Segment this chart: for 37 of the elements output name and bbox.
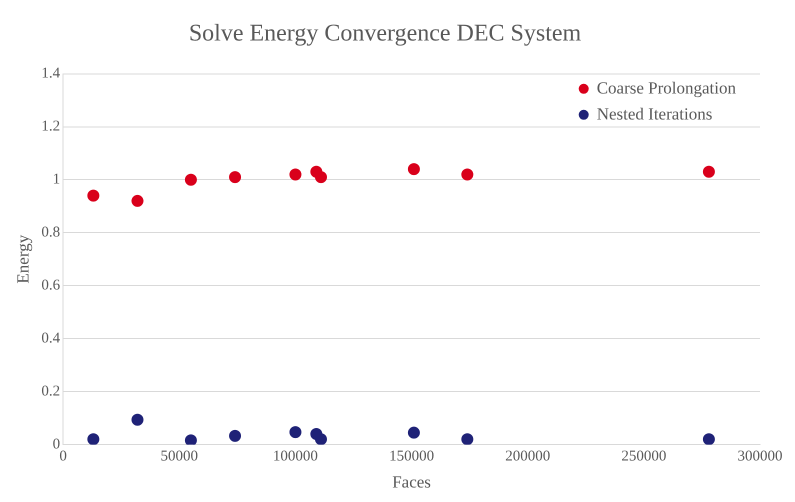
y-tick-label: 1.4 xyxy=(41,66,61,82)
point xyxy=(289,168,302,180)
y-tick-label: 1.2 xyxy=(41,118,60,135)
point xyxy=(184,434,197,445)
y-tick-label: 0.8 xyxy=(41,224,60,241)
x-tick-label: 50000 xyxy=(160,448,198,465)
x-tick-label: 100000 xyxy=(272,448,318,465)
y-tick-label: 0.4 xyxy=(41,330,61,347)
y-tick-label: 0.6 xyxy=(41,278,61,294)
point xyxy=(289,426,302,438)
x-tick-label: 200000 xyxy=(505,448,550,465)
point xyxy=(314,171,327,184)
point xyxy=(229,430,242,442)
point xyxy=(702,433,715,445)
chart-title: Solve Energy Convergence DEC System xyxy=(188,20,582,47)
point xyxy=(87,433,100,445)
point xyxy=(408,426,420,439)
point xyxy=(408,163,420,176)
x-tick-label: 300000 xyxy=(738,448,782,465)
x-tick-label: 150000 xyxy=(389,448,434,465)
point xyxy=(229,171,242,184)
point xyxy=(702,166,715,178)
point xyxy=(461,168,474,180)
point xyxy=(461,433,474,445)
point xyxy=(131,194,144,207)
x-axis-title: Faces xyxy=(392,472,431,492)
y-tick-label: 0.2 xyxy=(41,384,60,400)
legend-label: Coarse Prolongation xyxy=(596,78,736,98)
point xyxy=(131,414,144,426)
point xyxy=(87,190,100,202)
point xyxy=(314,433,327,445)
y-tick-label: 1 xyxy=(52,172,60,188)
point xyxy=(184,174,197,186)
y-axis-title: Energy xyxy=(14,234,33,284)
legend-label: Nested Iterations xyxy=(596,104,712,124)
x-tick-label: 250000 xyxy=(621,448,666,465)
y-tick-label: 0 xyxy=(52,436,60,453)
